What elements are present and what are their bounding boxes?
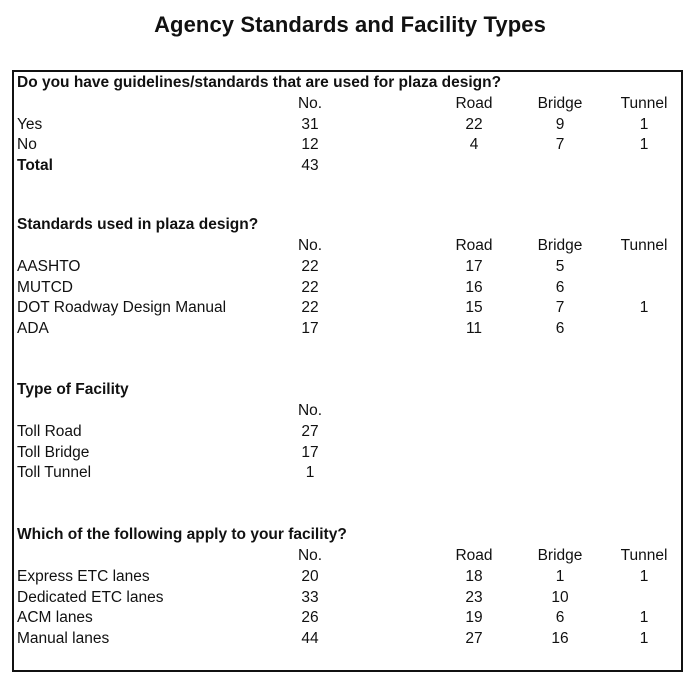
- cell-road: 27: [465, 630, 483, 647]
- cell-road: 19: [465, 609, 483, 626]
- cell-road: 23: [465, 589, 483, 606]
- cell-tunnel: 1: [639, 299, 649, 316]
- section-title: Type of Facility: [17, 381, 129, 398]
- cell-no: 43: [301, 157, 319, 174]
- cell-tunnel: 1: [639, 116, 649, 133]
- cell-no: 22: [301, 279, 319, 296]
- table-row-total: Total 43: [14, 157, 681, 177]
- table-row: No 12 4 7 1: [14, 136, 681, 156]
- cell-bridge: 10: [551, 589, 569, 606]
- row-label: Express ETC lanes: [17, 568, 150, 585]
- header-tunnel: Tunnel: [620, 237, 668, 254]
- row-label: Toll Road: [17, 423, 82, 440]
- cell-road: 17: [465, 258, 483, 275]
- header-tunnel: Tunnel: [620, 547, 668, 564]
- header-row: No.: [14, 402, 681, 422]
- cell-bridge: 16: [551, 630, 569, 647]
- section-title: Do you have guidelines/standards that ar…: [17, 74, 502, 91]
- table-row: ACM lanes 26 19 6 1: [14, 609, 681, 629]
- cell-bridge: 9: [555, 116, 565, 133]
- cell-road: 22: [465, 116, 483, 133]
- cell-bridge: 5: [555, 258, 565, 275]
- section-title: Which of the following apply to your fac…: [17, 526, 347, 543]
- cell-tunnel: 1: [639, 136, 649, 153]
- cell-no: 31: [301, 116, 319, 133]
- cell-no: 22: [301, 258, 319, 275]
- cell-road: 16: [465, 279, 483, 296]
- cell-no: 12: [301, 136, 319, 153]
- row-label: AASHTO: [17, 258, 81, 275]
- header-bridge: Bridge: [537, 237, 583, 254]
- cell-bridge: 7: [555, 299, 565, 316]
- cell-road: 11: [465, 320, 483, 337]
- cell-no: 1: [305, 464, 315, 481]
- survey-table-box: Do you have guidelines/standards that ar…: [12, 70, 683, 672]
- row-label: Toll Tunnel: [17, 464, 92, 481]
- table-row: MUTCD 22 16 6: [14, 279, 681, 299]
- row-label: Total: [17, 157, 53, 174]
- header-row: No. Road Bridge Tunnel: [14, 95, 681, 115]
- header-tunnel: Tunnel: [620, 95, 668, 112]
- table-row: Express ETC lanes 20 18 1 1: [14, 568, 681, 588]
- cell-tunnel: 1: [639, 568, 649, 585]
- row-label: Toll Bridge: [17, 444, 90, 461]
- header-road: Road: [455, 237, 493, 254]
- cell-road: 15: [465, 299, 483, 316]
- table-row: Toll Road 27: [14, 423, 681, 443]
- cell-no: 20: [301, 568, 319, 585]
- header-bridge: Bridge: [537, 547, 583, 564]
- row-label: DOT Roadway Design Manual: [17, 299, 227, 316]
- cell-no: 33: [301, 589, 319, 606]
- header-road: Road: [455, 547, 493, 564]
- header-road: Road: [455, 95, 493, 112]
- cell-bridge: 6: [555, 279, 565, 296]
- cell-road: 18: [465, 568, 483, 585]
- header-no: No.: [297, 402, 323, 419]
- cell-road: 4: [469, 136, 479, 153]
- row-label: ACM lanes: [17, 609, 93, 626]
- row-label: Dedicated ETC lanes: [17, 589, 164, 606]
- cell-tunnel: 1: [639, 609, 649, 626]
- cell-tunnel: 1: [639, 630, 649, 647]
- table-row: ADA 17 11 6: [14, 320, 681, 340]
- cell-no: 27: [301, 423, 319, 440]
- cell-bridge: 6: [555, 609, 565, 626]
- cell-bridge: 7: [555, 136, 565, 153]
- cell-no: 17: [301, 444, 319, 461]
- header-no: No.: [297, 95, 323, 112]
- row-label: Yes: [17, 116, 43, 133]
- header-row: No. Road Bridge Tunnel: [14, 547, 681, 567]
- table-row: Toll Bridge 17: [14, 444, 681, 464]
- row-label: Manual lanes: [17, 630, 110, 647]
- row-label: ADA: [17, 320, 49, 337]
- table-row: Yes 31 22 9 1: [14, 116, 681, 136]
- row-label: No: [17, 136, 37, 153]
- cell-no: 44: [301, 630, 319, 647]
- table-row: AASHTO 22 17 5: [14, 258, 681, 278]
- table-row: Toll Tunnel 1: [14, 464, 681, 484]
- section-title: Standards used in plaza design?: [17, 216, 259, 233]
- cell-no: 22: [301, 299, 319, 316]
- header-row: No. Road Bridge Tunnel: [14, 237, 681, 257]
- cell-bridge: 1: [555, 568, 565, 585]
- cell-no: 26: [301, 609, 319, 626]
- header-no: No.: [297, 547, 323, 564]
- row-label: MUTCD: [17, 279, 73, 296]
- table-row: DOT Roadway Design Manual 22 15 7 1: [14, 299, 681, 319]
- header-bridge: Bridge: [537, 95, 583, 112]
- table-row: Dedicated ETC lanes 33 23 10: [14, 589, 681, 609]
- cell-no: 17: [301, 320, 319, 337]
- cell-bridge: 6: [555, 320, 565, 337]
- header-no: No.: [297, 237, 323, 254]
- page-title: Agency Standards and Facility Types: [154, 12, 546, 37]
- table-row: Manual lanes 44 27 16 1: [14, 630, 681, 650]
